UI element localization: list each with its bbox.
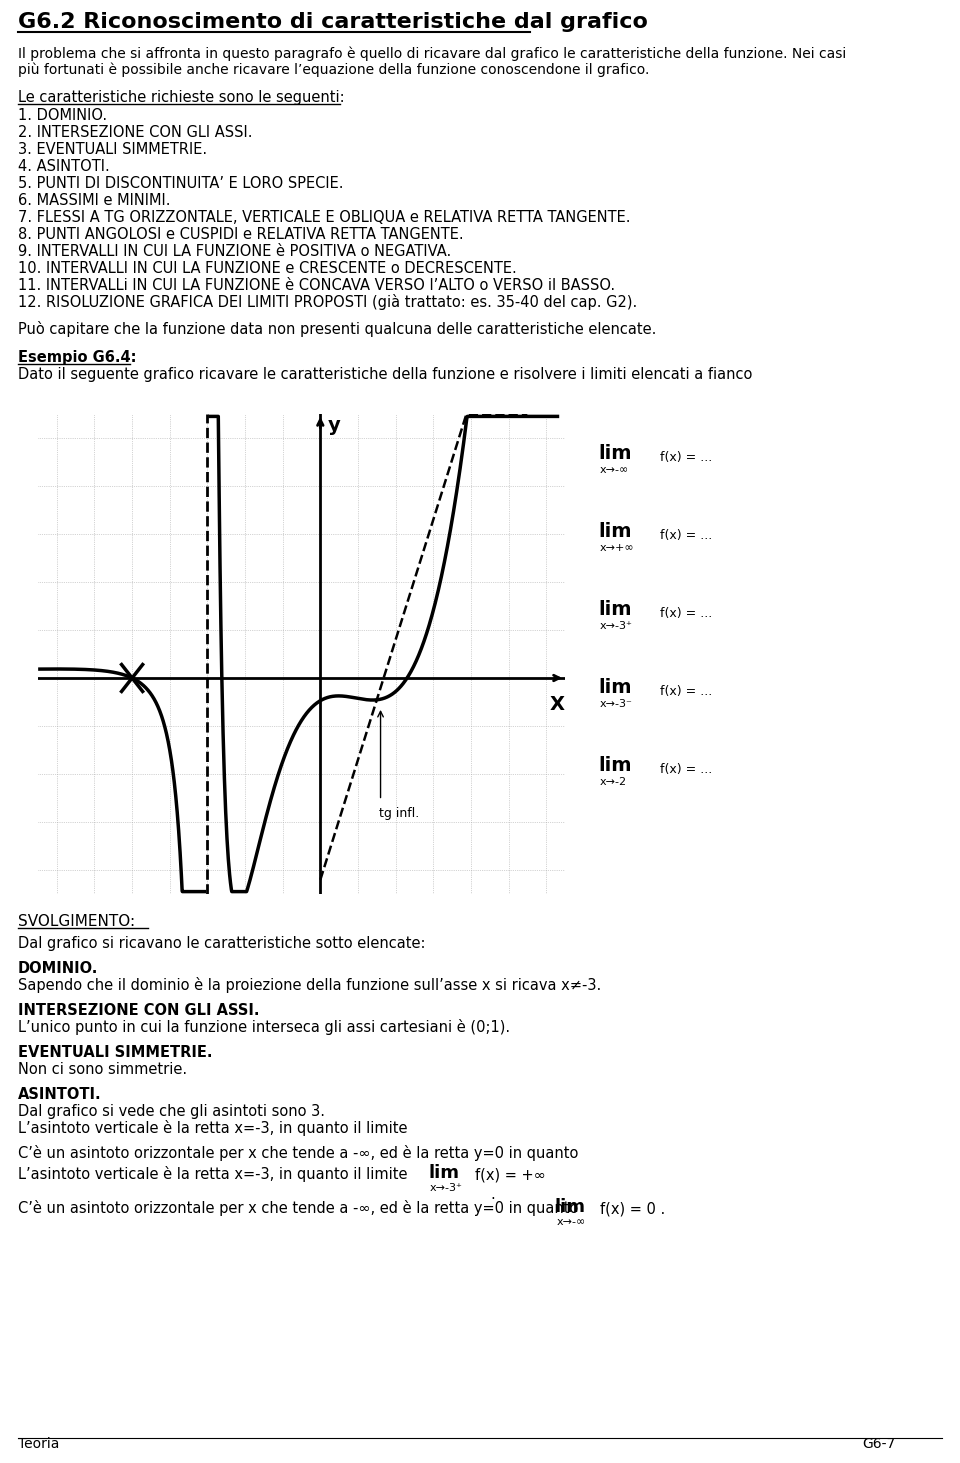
Text: 2. INTERSEZIONE CON GLI ASSI.: 2. INTERSEZIONE CON GLI ASSI. — [18, 124, 252, 140]
Text: 1. DOMINIO.: 1. DOMINIO. — [18, 108, 108, 123]
Text: lim: lim — [598, 443, 632, 462]
Text: C’è un asintoto orizzontale per x che tende a -∞, ed è la retta y=0 in quanto: C’è un asintoto orizzontale per x che te… — [18, 1200, 578, 1216]
Text: 12. RISOLUZIONE GRAFICA DEI LIMITI PROPOSTI (già trattato: es. 35-40 del cap. G2: 12. RISOLUZIONE GRAFICA DEI LIMITI PROPO… — [18, 294, 637, 310]
Text: INTERSEZIONE CON GLI ASSI.: INTERSEZIONE CON GLI ASSI. — [18, 1004, 259, 1018]
Text: L’asintoto verticale è la retta x=-3, in quanto il limite: L’asintoto verticale è la retta x=-3, in… — [18, 1121, 407, 1135]
Text: x→-∞: x→-∞ — [557, 1217, 587, 1227]
Text: 6. MASSIMI e MINIMI.: 6. MASSIMI e MINIMI. — [18, 193, 171, 208]
Text: DOMINIO.: DOMINIO. — [18, 961, 98, 976]
Text: lim: lim — [598, 600, 632, 619]
Text: 5. PUNTI DI DISCONTINUITA’ E LORO SPECIE.: 5. PUNTI DI DISCONTINUITA’ E LORO SPECIE… — [18, 176, 344, 192]
Text: f(x) = ...: f(x) = ... — [660, 451, 712, 464]
Text: EVENTUALI SIMMETRIE.: EVENTUALI SIMMETRIE. — [18, 1045, 212, 1061]
Text: più fortunati è possibile anche ricavare l’equazione della funzione conoscendone: più fortunati è possibile anche ricavare… — [18, 63, 649, 78]
Text: G6.2 Riconoscimento di caratteristiche dal grafico: G6.2 Riconoscimento di caratteristiche d… — [18, 12, 648, 32]
Text: f(x) = 0 .: f(x) = 0 . — [600, 1201, 665, 1216]
Text: f(x) = ...: f(x) = ... — [660, 685, 712, 698]
Text: y: y — [328, 417, 341, 436]
Text: Teoria: Teoria — [18, 1437, 60, 1451]
Text: Può capitare che la funzione data non presenti qualcuna delle caratteristiche el: Può capitare che la funzione data non pr… — [18, 320, 657, 336]
Text: x→-∞: x→-∞ — [600, 465, 629, 475]
Text: X: X — [550, 695, 565, 714]
Text: tg infl.: tg infl. — [378, 808, 419, 821]
Text: Le caratteristiche richieste sono le seguenti:: Le caratteristiche richieste sono le seg… — [18, 91, 345, 105]
Text: x→-3⁺: x→-3⁺ — [600, 620, 633, 631]
Text: lim: lim — [598, 756, 632, 775]
Text: f(x) = ...: f(x) = ... — [660, 764, 712, 775]
Text: lim: lim — [598, 677, 632, 696]
Text: Dal grafico si vede che gli asintoti sono 3.: Dal grafico si vede che gli asintoti son… — [18, 1105, 325, 1119]
Text: f(x) = ...: f(x) = ... — [660, 607, 712, 620]
Text: 11. INTERVALLi IN CUI LA FUNZIONE è CONCAVA VERSO l’ALTO o VERSO il BASSO.: 11. INTERVALLi IN CUI LA FUNZIONE è CONC… — [18, 278, 615, 293]
Text: 4. ASINTOTI.: 4. ASINTOTI. — [18, 159, 109, 174]
Text: f(x) = ...: f(x) = ... — [660, 530, 712, 541]
Text: G6-7: G6-7 — [862, 1437, 896, 1451]
Text: x→+∞: x→+∞ — [600, 543, 635, 553]
Text: Esempio G6.4:: Esempio G6.4: — [18, 350, 136, 364]
Text: 10. INTERVALLI IN CUI LA FUNZIONE e CRESCENTE o DECRESCENTE.: 10. INTERVALLI IN CUI LA FUNZIONE e CRES… — [18, 260, 516, 277]
Text: x→-3⁻: x→-3⁻ — [600, 699, 633, 710]
Text: Dato il seguente grafico ricavare le caratteristiche della funzione e risolvere : Dato il seguente grafico ricavare le car… — [18, 367, 753, 382]
Text: f(x) = +∞: f(x) = +∞ — [475, 1167, 545, 1182]
Text: C’è un asintoto orizzontale per x che tende a -∞, ed è la retta y=0 in quanto: C’è un asintoto orizzontale per x che te… — [18, 1146, 578, 1162]
Text: x→-3⁺: x→-3⁺ — [430, 1184, 463, 1192]
Text: 9. INTERVALLI IN CUI LA FUNZIONE è POSITIVA o NEGATIVA.: 9. INTERVALLI IN CUI LA FUNZIONE è POSIT… — [18, 244, 451, 259]
Text: L’unico punto in cui la funzione interseca gli assi cartesiani è (0;1).: L’unico punto in cui la funzione interse… — [18, 1020, 510, 1034]
Text: .: . — [490, 1186, 494, 1203]
Text: Dal grafico si ricavano le caratteristiche sotto elencate:: Dal grafico si ricavano le caratteristic… — [18, 936, 425, 951]
Text: 8. PUNTI ANGOLOSI e CUSPIDI e RELATIVA RETTA TANGENTE.: 8. PUNTI ANGOLOSI e CUSPIDI e RELATIVA R… — [18, 227, 464, 241]
Text: lim: lim — [428, 1165, 459, 1182]
Text: ASINTOTI.: ASINTOTI. — [18, 1087, 102, 1102]
Text: Sapendo che il dominio è la proiezione della funzione sull’asse x si ricava x≠-3: Sapendo che il dominio è la proiezione d… — [18, 977, 601, 993]
Text: L’asintoto verticale è la retta x=-3, in quanto il limite: L’asintoto verticale è la retta x=-3, in… — [18, 1166, 407, 1182]
Text: lim: lim — [555, 1198, 586, 1216]
Text: Non ci sono simmetrie.: Non ci sono simmetrie. — [18, 1062, 187, 1077]
Text: lim: lim — [598, 522, 632, 541]
Text: 3. EVENTUALI SIMMETRIE.: 3. EVENTUALI SIMMETRIE. — [18, 142, 207, 157]
Text: x→-2: x→-2 — [600, 777, 627, 787]
Text: 7. FLESSI A TG ORIZZONTALE, VERTICALE E OBLIQUA e RELATIVA RETTA TANGENTE.: 7. FLESSI A TG ORIZZONTALE, VERTICALE E … — [18, 211, 631, 225]
Text: Il problema che si affronta in questo paragrafo è quello di ricavare dal grafico: Il problema che si affronta in questo pa… — [18, 47, 847, 61]
Text: SVOLGIMENTO:: SVOLGIMENTO: — [18, 914, 135, 929]
